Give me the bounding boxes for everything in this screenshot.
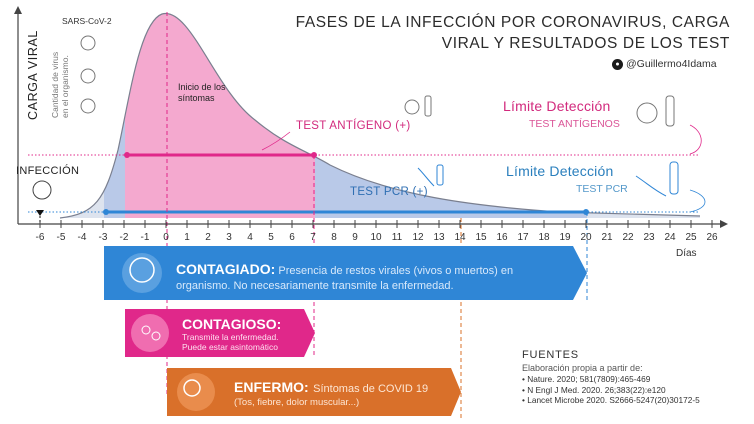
twitter-handle-text: @Guillermo4Idama	[626, 58, 717, 70]
enfermo-band	[167, 368, 461, 416]
virus-icon	[32, 35, 96, 200]
x-axis-tick-label: -2	[119, 232, 129, 243]
contagioso-description-1: Transmite la enfermedad.	[182, 332, 279, 342]
source-item: Nature. 2020; 581(7809):465-469	[522, 374, 700, 385]
x-axis-tick-label: -4	[77, 232, 87, 243]
y-axis-arrow	[14, 6, 22, 14]
x-axis-tick-label: 22	[622, 232, 634, 243]
x-axis-tick-label: 5	[268, 232, 274, 243]
x-axis-tick-label: 9	[352, 232, 358, 243]
source-item: N Engl J Med. 2020. 26;383(22):e120	[522, 385, 700, 396]
x-axis-tick-label: 0	[163, 232, 169, 243]
x-axis-tick-label: 6	[289, 232, 295, 243]
x-axis-tick-label: 1	[184, 232, 190, 243]
source-item: Lancet Microbe 2020. S2666-5247(20)30172…	[522, 395, 700, 406]
contagiado-title: CONTAGIADO:	[176, 261, 276, 277]
sources-heading: FUENTES	[522, 349, 579, 361]
enfermo-text: ENFERMO: Síntomas de COVID 19 (Tos, fieb…	[234, 379, 449, 408]
x-axis-tick-label: 23	[643, 232, 655, 243]
test-pcr-label: TEST PCR (+)	[350, 186, 428, 198]
virus-cluster-icon	[131, 314, 169, 352]
contagioso-title: CONTAGIOSO:	[182, 316, 282, 332]
sick-person-icon	[177, 373, 215, 411]
x-axis-tick-label: 20	[580, 232, 592, 243]
x-axis-tick-label: 18	[538, 232, 550, 243]
x-axis-tick-label: -3	[98, 232, 108, 243]
x-axis-tick-label: 15	[475, 232, 487, 243]
pcr-window-end	[583, 209, 589, 215]
x-axis-tick-label: 10	[370, 232, 382, 243]
infection-marker	[36, 210, 44, 216]
x-axis-tick-label: 24	[664, 232, 676, 243]
antigen-window-start	[124, 152, 130, 158]
symptom-onset-label: Inicio de los síntomas	[178, 82, 226, 103]
y-axis-title: CARGA VIRAL	[26, 30, 40, 120]
x-axis-tick-label: -5	[56, 232, 66, 243]
x-axis-tick-label: 26	[706, 232, 718, 243]
x-axis-tick-label: 16	[496, 232, 508, 243]
x-axis-tick-label: -1	[140, 232, 150, 243]
x-axis-unit-label: Días	[676, 248, 697, 259]
twitter-handle: ● @Guillermo4Idama	[612, 58, 717, 70]
contagioso-description-2: Puede estar asintomático	[182, 342, 278, 352]
x-axis-tick-label: 3	[226, 232, 232, 243]
x-axis-tick-label: 17	[517, 232, 529, 243]
title-line-1: FASES DE LA INFECCIÓN POR CORONAVIRUS, C…	[295, 14, 730, 31]
y-axis-subtitle-line-1: Cantidad de virus	[50, 52, 60, 118]
x-axis-tick-label: 21	[601, 232, 613, 243]
pcr-limit-subtitle: TEST PCR	[576, 183, 628, 195]
antigen-limit-subtitle: TEST ANTÍGENOS	[529, 118, 620, 130]
x-axis-tick-label: -6	[35, 232, 45, 243]
x-axis-tick-label: 8	[331, 232, 337, 243]
sources-list: Nature. 2020; 581(7809):465-469 N Engl J…	[522, 374, 700, 406]
x-axis-tick-label: 14	[454, 232, 466, 243]
viral-load-curve	[59, 13, 701, 219]
contagioso-text: CONTAGIOSO: Transmite la enfermedad. Pue…	[182, 316, 302, 352]
head-icon	[122, 253, 162, 293]
antigen-limit-icon	[636, 95, 675, 127]
contagiado-description: Presencia de restos virales (vivos o mue…	[176, 265, 514, 292]
page-title: FASES DE LA INFECCIÓN POR CORONAVIRUS, C…	[280, 12, 730, 54]
antigen-detection-area	[125, 13, 315, 218]
pcr-limit-connector	[689, 189, 706, 213]
antigen-limit-title: Límite Detección	[503, 98, 611, 114]
virus-label: SARS-CoV-2	[62, 16, 112, 26]
x-axis-tick-label: 7	[310, 232, 316, 243]
x-axis-tick-label: 4	[247, 232, 253, 243]
contagiado-text: CONTAGIADO: Presencia de restos virales …	[176, 262, 566, 294]
antigen-test-icon	[404, 95, 432, 117]
x-axis-tick-label: 19	[559, 232, 571, 243]
enfermo-title: ENFERMO:	[234, 379, 309, 395]
x-axis-tick-label: 12	[412, 232, 424, 243]
pcr-window-start	[103, 209, 109, 215]
enfermo-description-2: (Tos, fiebre, dolor muscular...)	[234, 397, 360, 408]
contagioso-band	[125, 309, 315, 357]
contagiado-band	[104, 246, 587, 300]
x-axis-tick-label: 13	[433, 232, 445, 243]
x-axis-ticks	[39, 220, 713, 228]
antigen-label-connector	[261, 131, 291, 151]
x-axis-tick-label: 11	[391, 232, 403, 243]
test-antigen-label: TEST ANTÍGENO (+)	[296, 120, 411, 132]
antigen-limit-connector	[689, 124, 702, 155]
y-axis-subtitle-line-2: en el organismo.	[60, 55, 70, 118]
y-axis-subtitle: Cantidad de virus en el organismo.	[50, 52, 70, 118]
sources-subheading: Elaboración propia a partir de:	[522, 363, 643, 373]
x-axis-tick-label: 25	[685, 232, 697, 243]
x-axis-tick-label: 2	[205, 232, 211, 243]
pcr-limit-icon	[635, 161, 679, 197]
twitter-icon: ●	[612, 58, 623, 70]
title-line-2: VIRAL Y RESULTADOS DE LOS TEST	[441, 35, 730, 52]
x-axis-arrow	[720, 220, 728, 228]
pcr-limit-title: Límite Detección	[506, 163, 614, 179]
pcr-test-icon	[417, 164, 444, 187]
infection-label: INFECCIÓN	[16, 165, 80, 177]
y-axis-title-text: CARGA VIRAL	[26, 30, 40, 120]
enfermo-description-1: Síntomas de COVID 19	[313, 383, 429, 395]
